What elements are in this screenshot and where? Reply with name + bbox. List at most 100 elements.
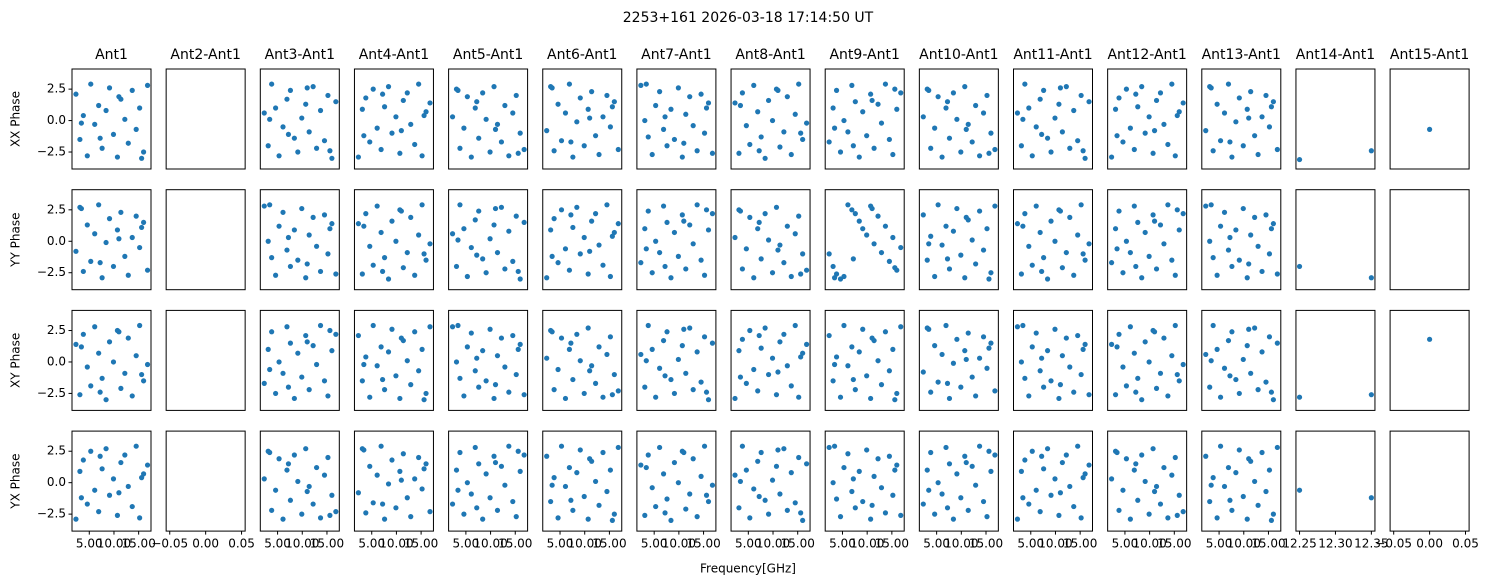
- point: [1037, 229, 1043, 236]
- panel-frame: [824, 430, 905, 532]
- x-axis-label: Frequency[GHz]: [700, 562, 796, 576]
- point: [562, 246, 569, 252]
- point: [657, 365, 663, 371]
- point: [773, 463, 780, 469]
- point: [398, 208, 404, 214]
- point: [566, 81, 573, 87]
- x-tick-label: 12.25: [1282, 537, 1316, 551]
- point: [649, 151, 655, 158]
- point: [1052, 115, 1058, 121]
- panel-frame: [1107, 430, 1188, 532]
- point: [1161, 464, 1167, 471]
- panel-frame: [824, 309, 905, 411]
- point: [1067, 214, 1073, 220]
- point: [1123, 456, 1130, 462]
- point: [139, 155, 145, 161]
- point: [1221, 110, 1228, 116]
- panel-frame: [1107, 189, 1188, 291]
- point: [963, 356, 969, 363]
- point: [299, 115, 305, 121]
- point: [427, 100, 433, 106]
- point: [882, 510, 889, 516]
- point: [657, 444, 663, 451]
- point: [898, 244, 904, 251]
- point: [269, 255, 275, 261]
- point: [1037, 96, 1043, 102]
- point: [954, 471, 960, 477]
- point: [1127, 324, 1133, 330]
- point: [287, 340, 294, 346]
- point: [869, 335, 875, 341]
- point: [1259, 268, 1265, 275]
- x-tick-label: 10.00: [944, 537, 978, 551]
- point: [84, 364, 90, 370]
- point: [756, 219, 762, 226]
- point: [969, 463, 975, 469]
- point: [80, 457, 86, 463]
- point: [400, 451, 406, 457]
- point: [1176, 492, 1182, 498]
- point: [310, 343, 316, 349]
- point: [498, 139, 505, 145]
- point: [513, 92, 519, 99]
- point: [662, 263, 668, 270]
- point: [638, 82, 644, 88]
- point: [935, 379, 941, 385]
- point: [1063, 84, 1069, 90]
- panel-frame: [259, 309, 340, 411]
- point: [1169, 257, 1175, 263]
- point: [701, 130, 708, 136]
- point: [890, 492, 896, 498]
- point: [1427, 336, 1433, 342]
- x-tick-label: 5.00: [264, 537, 291, 551]
- point: [1114, 133, 1120, 139]
- point: [856, 349, 862, 355]
- point: [965, 121, 971, 127]
- x-tick-label: 12.35: [1354, 537, 1388, 551]
- point: [924, 257, 930, 263]
- panel-frame: [353, 68, 434, 170]
- point: [97, 453, 103, 459]
- point: [833, 87, 840, 93]
- point: [638, 351, 644, 358]
- point: [1059, 353, 1065, 359]
- point: [1075, 232, 1081, 238]
- point: [882, 223, 889, 229]
- point: [97, 135, 103, 141]
- point: [125, 483, 131, 490]
- point: [568, 340, 574, 346]
- panel-frame: [918, 309, 999, 411]
- point: [850, 256, 856, 262]
- point: [645, 134, 651, 140]
- point: [73, 516, 79, 522]
- row-label: XX Phase: [9, 91, 23, 147]
- point: [920, 114, 926, 120]
- point: [284, 324, 290, 330]
- point: [769, 270, 776, 276]
- point: [80, 331, 86, 337]
- point: [483, 378, 489, 384]
- point: [1174, 512, 1180, 518]
- x-tick-label: 10.00: [1227, 537, 1261, 551]
- point: [355, 490, 361, 496]
- point: [370, 322, 376, 329]
- point: [869, 205, 875, 212]
- point: [841, 117, 847, 124]
- point: [868, 516, 874, 522]
- point: [756, 332, 762, 339]
- point: [1227, 139, 1233, 145]
- point: [1180, 210, 1186, 217]
- point: [878, 485, 885, 491]
- x-tick-label: 15.00: [1157, 537, 1191, 551]
- point: [698, 379, 704, 385]
- point: [389, 218, 395, 224]
- point: [1263, 92, 1269, 99]
- point: [261, 110, 267, 116]
- point: [558, 443, 565, 449]
- point: [397, 150, 403, 156]
- point: [950, 516, 957, 522]
- point: [276, 359, 282, 365]
- point: [988, 270, 994, 276]
- point: [890, 346, 896, 352]
- point: [803, 120, 810, 126]
